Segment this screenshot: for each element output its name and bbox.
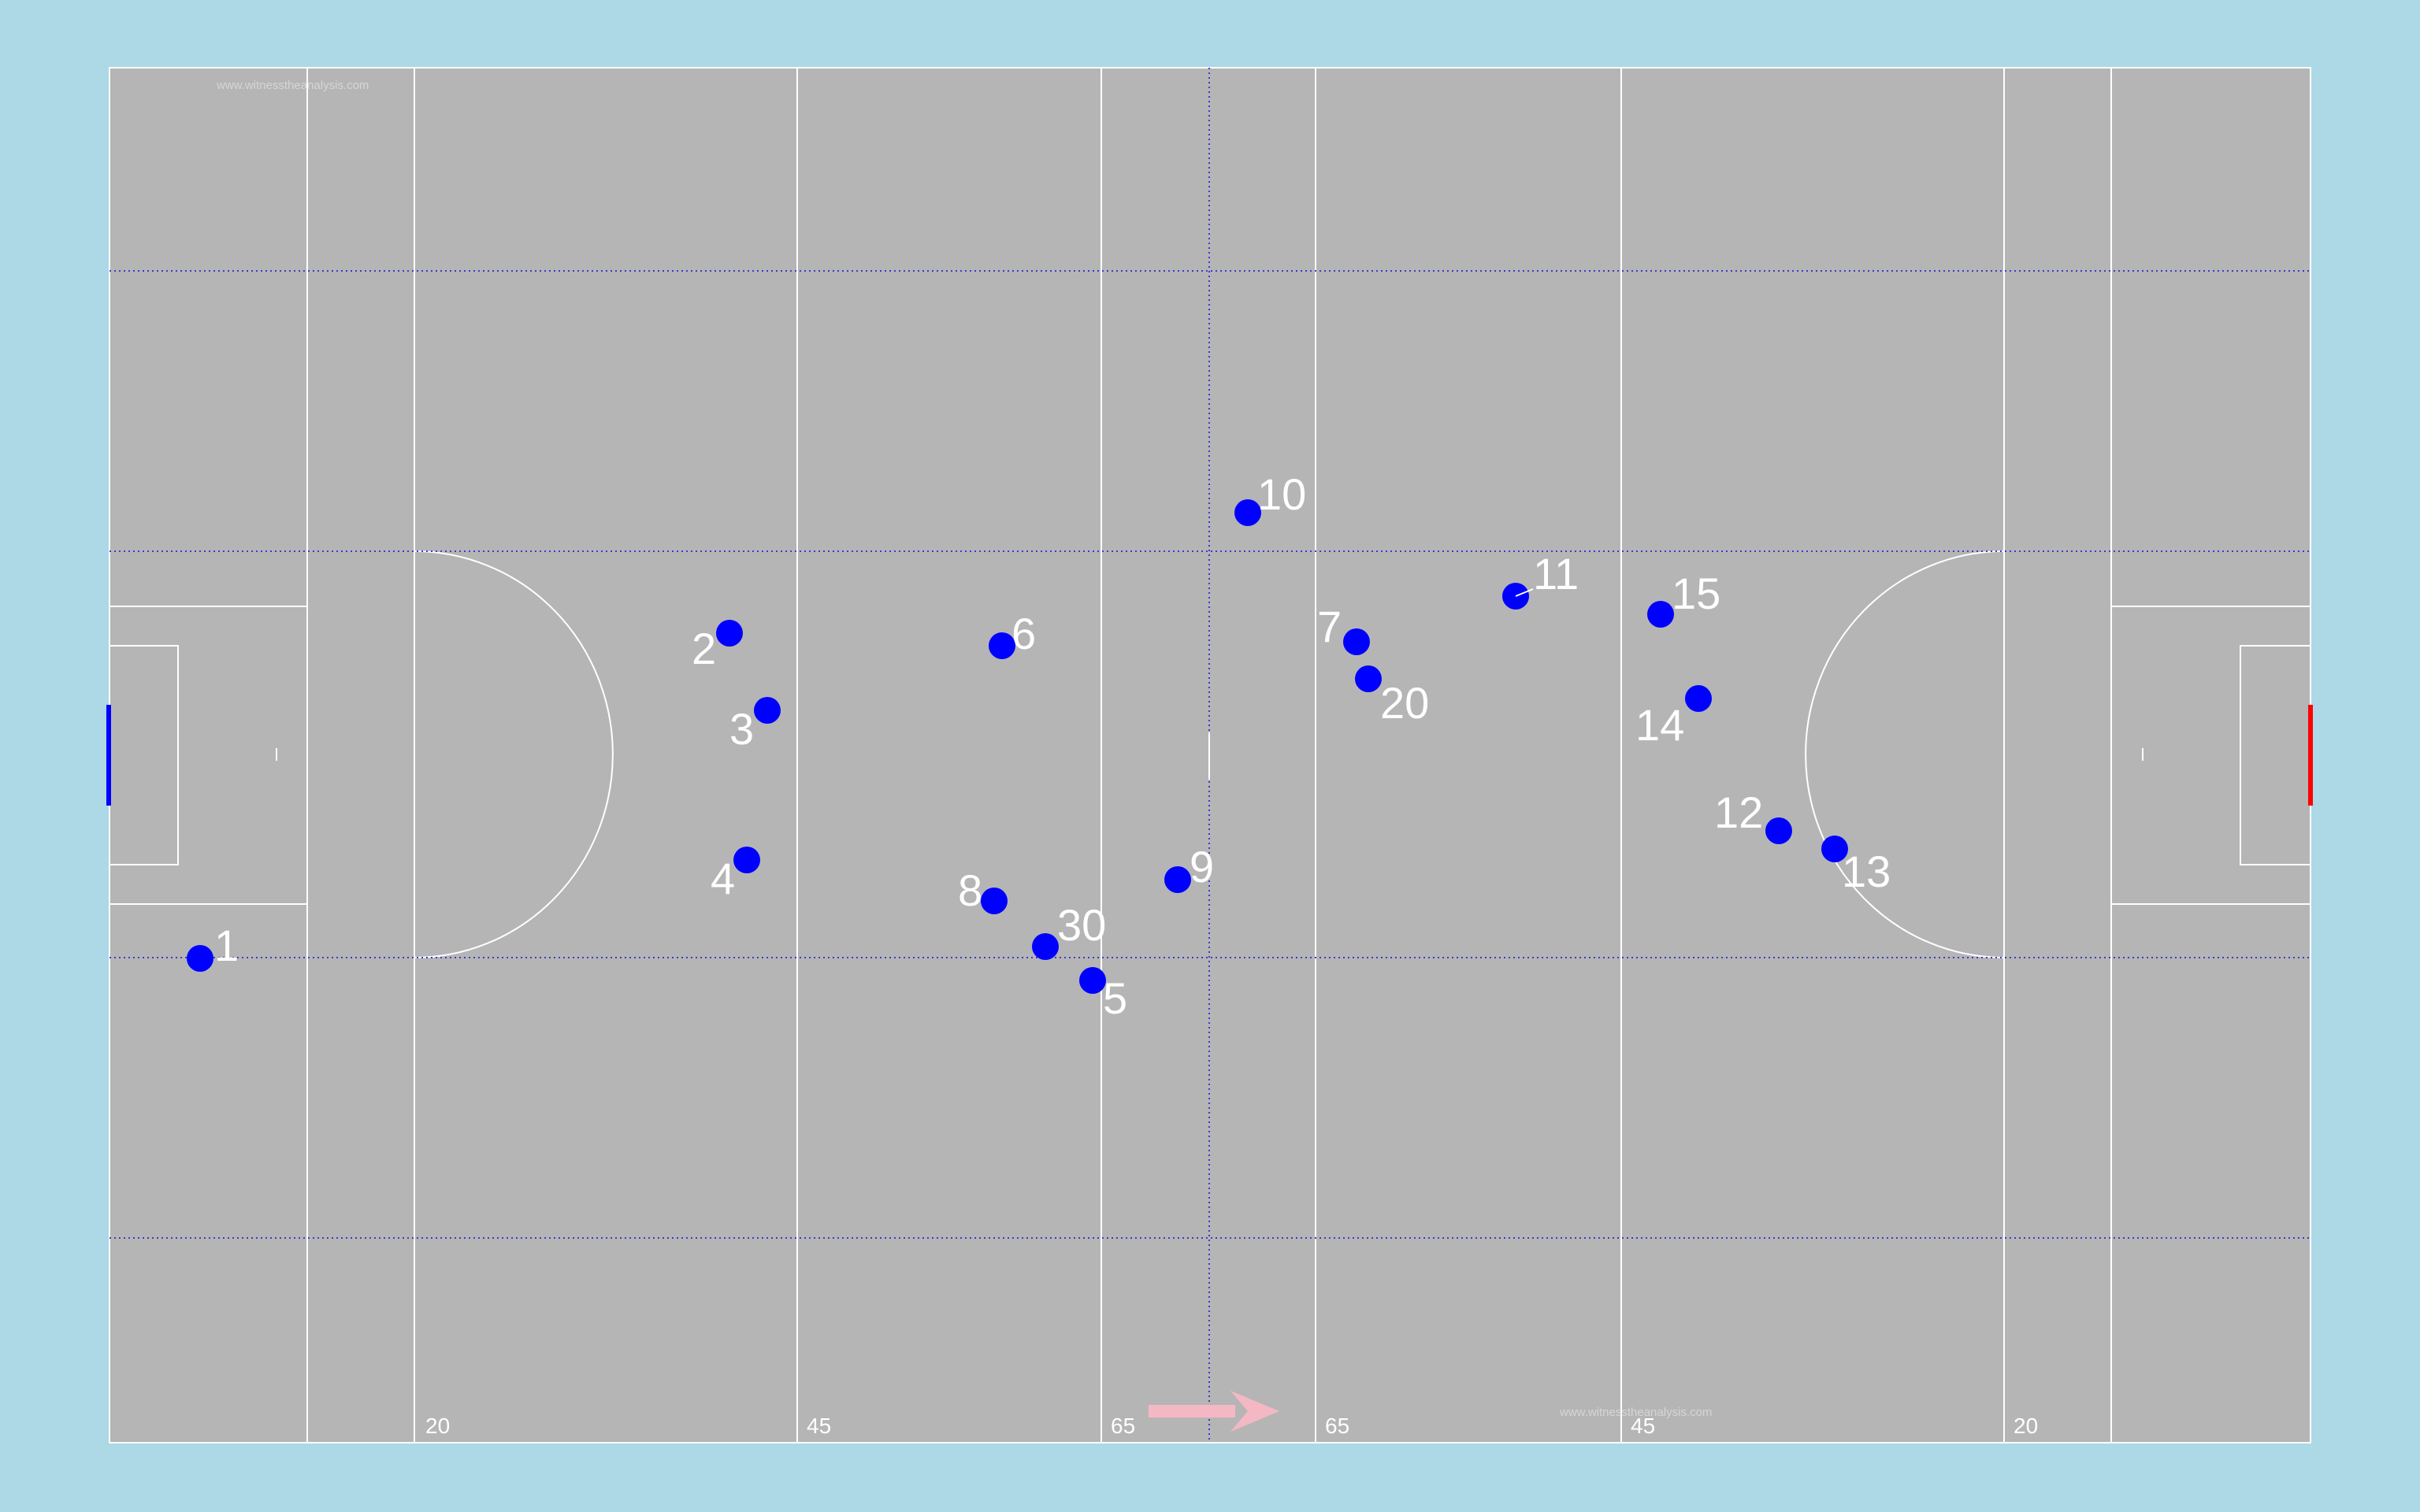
player-marker-6 — [989, 632, 1015, 659]
pitch-lines — [109, 68, 2311, 1443]
player-labels: 1 2 3 4 5 6 7 8 9 10 11 12 13 14 15 20 3… — [214, 469, 1891, 1023]
player-marker-30 — [1032, 933, 1059, 960]
player-marker-14 — [1685, 685, 1712, 712]
player-marker-5 — [1079, 967, 1106, 994]
yard-label-left-20: 20 — [425, 1414, 450, 1438]
player-marker-9 — [1164, 866, 1191, 893]
right-d-arc — [1805, 550, 2005, 958]
yard-label-right-65: 65 — [1325, 1414, 1349, 1438]
yard-label-right-45: 45 — [1631, 1414, 1655, 1438]
player-label-5: 5 — [1103, 973, 1127, 1023]
left-goal — [106, 705, 111, 806]
player-label-4: 4 — [711, 854, 735, 903]
player-label-14: 14 — [1635, 700, 1684, 750]
player-marker-13 — [1821, 836, 1848, 862]
player-label-2: 2 — [692, 624, 716, 673]
player-marker-7 — [1343, 628, 1370, 655]
right-goal — [2308, 705, 2313, 806]
players — [187, 499, 1848, 994]
player-label-13: 13 — [1842, 847, 1891, 896]
player-marker-20 — [1355, 665, 1382, 692]
yard-label-left-45: 45 — [807, 1414, 831, 1438]
player-label-7: 7 — [1317, 602, 1342, 651]
watermark-bottom: www.witnesstheanalysis.com — [1559, 1406, 1712, 1419]
left-small-rectangle — [109, 645, 179, 865]
player-marker-4 — [733, 847, 760, 873]
player-marker-10 — [1234, 499, 1261, 526]
right-large-rectangle — [2111, 606, 2311, 905]
pitch-guide-lines — [109, 68, 2311, 1443]
player-label-6: 6 — [1011, 609, 1036, 658]
player-label-12: 12 — [1714, 788, 1763, 837]
player-marker-2 — [716, 620, 743, 647]
player-marker-1 — [187, 945, 213, 972]
player-marker-12 — [1765, 817, 1792, 844]
player-marker-8 — [981, 888, 1008, 914]
player-label-10: 10 — [1257, 469, 1306, 519]
player-label-20: 20 — [1380, 678, 1429, 728]
player-label-15: 15 — [1672, 569, 1720, 618]
right-small-rectangle — [2240, 645, 2311, 865]
player-label-8: 8 — [958, 865, 982, 915]
player-label-11: 11 — [1533, 549, 1579, 598]
direction-arrow-icon — [1149, 1391, 1279, 1432]
player-marker-3 — [754, 697, 781, 724]
watermark-top: www.witnesstheanalysis.com — [216, 79, 369, 92]
player-label-1: 1 — [214, 921, 239, 970]
yard-label-right-20: 20 — [2014, 1414, 2038, 1438]
left-large-rectangle — [109, 606, 307, 905]
left-d-arc — [414, 550, 614, 958]
player-11-label-leader — [1515, 588, 1534, 597]
yard-label-left-65: 65 — [1111, 1414, 1135, 1438]
player-marker-15 — [1647, 601, 1674, 628]
player-label-30: 30 — [1057, 900, 1106, 950]
yard-labels: 20 45 65 65 45 20 — [425, 1414, 2038, 1438]
player-label-3: 3 — [729, 704, 754, 754]
player-label-9: 9 — [1190, 842, 1214, 891]
